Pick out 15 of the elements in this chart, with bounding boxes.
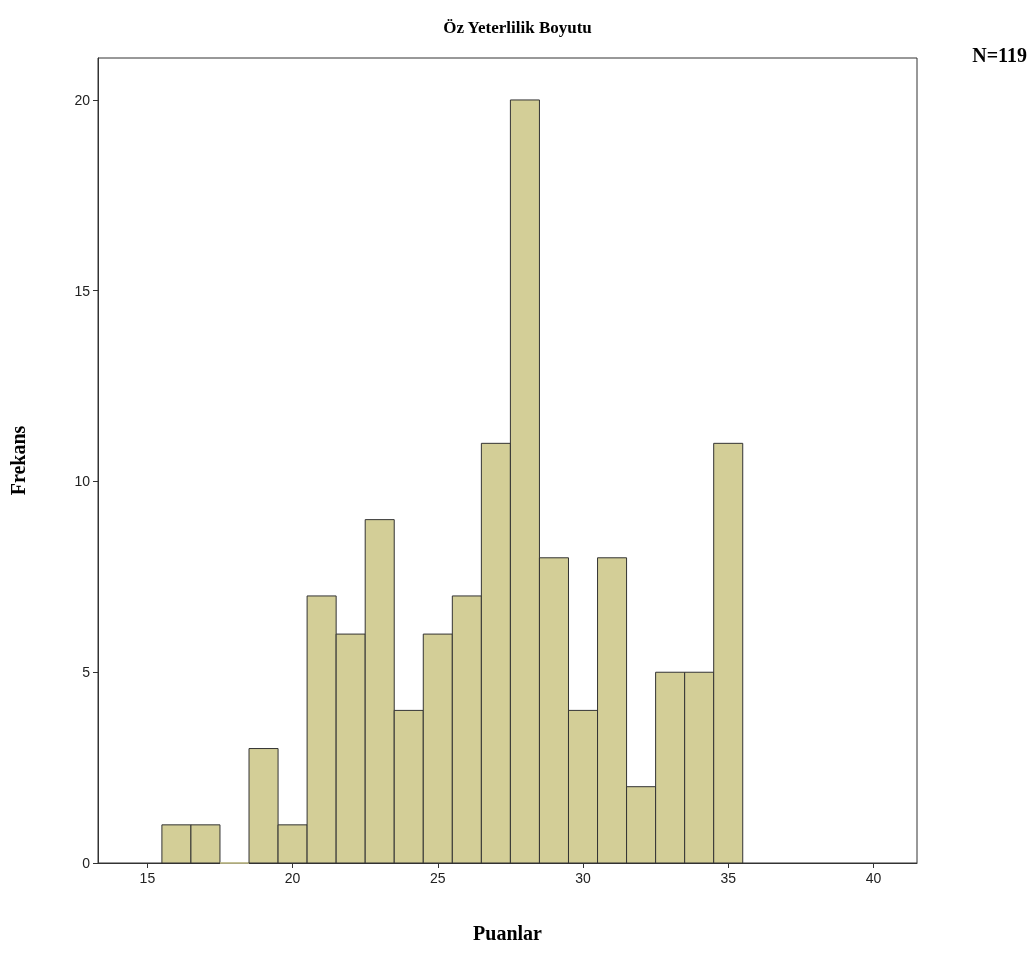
y-tick-label: 5	[82, 664, 91, 681]
x-tick-label: 30	[575, 870, 592, 886]
y-tick-label: 15	[74, 282, 91, 299]
y-axis-title: Frekans	[7, 425, 29, 496]
x-tick-label: 15	[139, 870, 156, 886]
x-tick-label: 20	[284, 870, 301, 886]
y-tick-label: 10	[74, 473, 91, 490]
y-tick-label: 20	[74, 91, 91, 108]
x-tick-label: 35	[720, 870, 737, 886]
x-axis-title: Puanlar	[473, 922, 543, 944]
chart-title: Öz Yeterlilik Boyutu	[443, 18, 592, 37]
y-tick-label: 0	[82, 855, 91, 871]
x-tick-label: 40	[865, 870, 882, 886]
x-tick-label: 25	[430, 870, 446, 886]
text: N=119	[972, 44, 1028, 66]
